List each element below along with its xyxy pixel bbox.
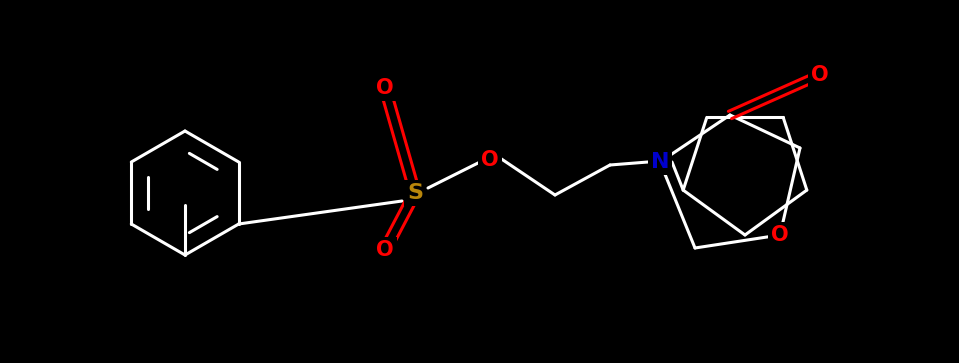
Text: S: S: [407, 183, 423, 203]
Text: O: O: [771, 225, 789, 245]
Text: N: N: [651, 152, 669, 172]
Text: O: O: [481, 150, 499, 170]
Text: O: O: [376, 240, 394, 260]
Text: O: O: [376, 78, 394, 98]
Text: O: O: [811, 65, 829, 85]
